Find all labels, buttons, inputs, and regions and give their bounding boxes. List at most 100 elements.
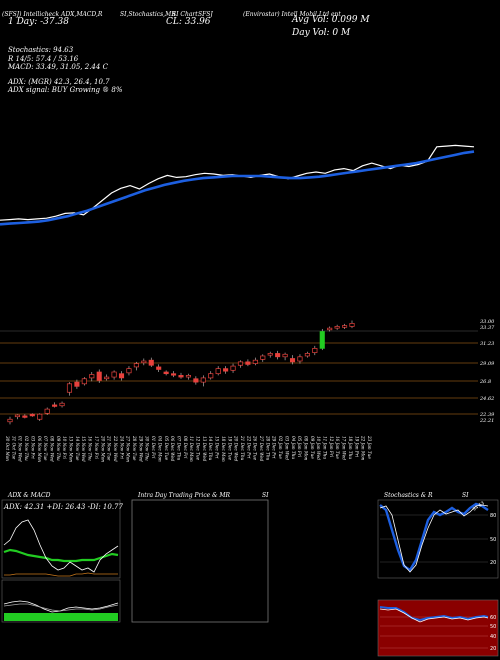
date-tick-label: 15 Nov Wed (81, 436, 86, 462)
date-tick-label: 13 Nov Mon (69, 436, 74, 462)
price-level-label: 29.09 (479, 361, 495, 367)
candle (319, 328, 325, 351)
mrsi-level-20: 20 (490, 646, 496, 652)
candle (208, 371, 214, 380)
candle (252, 357, 258, 366)
candle (59, 401, 65, 408)
date-tick-label: 16 Jan Tue (335, 436, 340, 459)
candle (171, 371, 177, 378)
candle (178, 372, 184, 379)
candle-body-up (44, 408, 50, 414)
price-level-label: 22.21 (479, 418, 494, 424)
candle-body-up (81, 378, 87, 385)
candle-body-down (223, 368, 229, 372)
candle-body-up (208, 373, 214, 379)
day-change: 1 Day: -37.38 (8, 17, 69, 27)
macd-histogram (4, 613, 118, 621)
candle-body-up (282, 353, 288, 358)
macd-readout: MACD: 33.49, 31.05, 2.44 C (8, 63, 108, 71)
candle-body-up (111, 371, 117, 378)
price-level-label: 22.39 (479, 412, 495, 418)
minus-di-line (4, 572, 118, 577)
candle (237, 360, 244, 368)
candle-body-up (334, 326, 340, 329)
stochastics-readout: Stochastics: 94.63 (8, 46, 74, 54)
date-tick-label: 17 Jan Wed (342, 436, 347, 460)
date-tick-label: 21 Dec Thu (240, 435, 245, 461)
date-tick-label: 12 Jan Fri (329, 436, 334, 458)
stoch-panel-title-suffix: SI (462, 492, 469, 499)
candle (200, 375, 206, 387)
stoch-level-20: 20 (490, 560, 496, 566)
candle (334, 324, 340, 330)
header-line1-left: (SFSJ) Intellicheck ADX,MACD,R (2, 11, 103, 18)
header-line1-mid2: SI Chart (172, 11, 198, 18)
header-line1-right: (Envirostar) Intell Mobil Ltd ent (243, 11, 341, 18)
candle-body-up (215, 368, 221, 375)
candle-body-down (163, 371, 169, 375)
candle (104, 374, 110, 381)
avg-volume: Avg Vol: 0.099 M (292, 15, 370, 25)
candle-body-down (118, 373, 125, 379)
candle (312, 345, 318, 356)
price-level-label: 31.23 (480, 341, 494, 347)
date-tick-label: 06 Dec Wed (170, 436, 175, 462)
date-tick-label: 27 Dec Wed (259, 435, 264, 462)
candle (163, 370, 169, 376)
candle (66, 382, 73, 396)
date-tick-label: 29 Dec Fri (272, 435, 277, 459)
adx-panel-title: ADX & MACD (8, 492, 51, 499)
adx-signal: ADX signal: BUY Growing ® 8% (8, 86, 123, 94)
stoch-panel-title: Stochastics & R (384, 492, 433, 499)
date-tick-label: 05 Jan Fri (297, 436, 302, 458)
date-tick-label: 15 Dec Fri (215, 436, 220, 459)
candle (267, 351, 273, 358)
candle (7, 416, 13, 425)
candle-body-down (275, 353, 281, 358)
candle-body-down (22, 415, 28, 418)
date-tick-label: 11 Dec Mon (189, 436, 194, 462)
r-readout: R 14/5: 57.4 / 53.16 (8, 55, 79, 63)
date-tick-label: 08 Dec Fri (183, 436, 188, 459)
candle-body-down (289, 358, 296, 363)
candle (275, 350, 281, 360)
date-tick-label: 10 Jan Wed (316, 436, 321, 460)
date-tick-label: 12 Dec Tue (196, 436, 201, 461)
candle-body-down (52, 404, 58, 407)
main-chart: 33.0033.3731.2329.0926.824.6222.3922.21 … (0, 144, 495, 462)
date-tick-label: 31 Oct Tue (11, 436, 16, 460)
mrsi-line-blue (379, 606, 489, 622)
date-tick-label: 14 Nov Tue (75, 436, 80, 461)
date-tick-label: 02 Jan Tue (278, 436, 283, 459)
date-axis: 30 Oct Mon 31 Oct Tue 01 Nov Wed 02 Nov Thu… (5, 435, 372, 462)
candle-body-up (260, 355, 266, 360)
candle-body-up (319, 331, 325, 349)
candle (193, 376, 199, 385)
date-tick-label: 05 Dec Tue (164, 436, 169, 461)
date-tick-label: 13 Dec Wed (202, 436, 207, 462)
candle-body-up (297, 356, 303, 362)
date-tick-label: 24 Nov Fri (119, 435, 124, 459)
date-tick-label: 07 Nov Tue (43, 436, 48, 461)
mrsi-line-white (379, 608, 489, 623)
candle-body-up (349, 323, 355, 327)
macd-signal-line (3, 603, 119, 612)
candle (37, 413, 43, 421)
candle-body-down (96, 371, 102, 381)
candle-body-up (327, 327, 333, 331)
candle (342, 323, 348, 329)
date-tick-label: 22 Jan Mon (361, 435, 366, 461)
candle-body-down (171, 373, 177, 376)
stoch-d-line (379, 504, 489, 573)
stoch-level-80: 80 (490, 513, 496, 519)
date-tick-label: 26 Dec Tue (253, 435, 258, 461)
candle-body-up (141, 360, 147, 364)
candle-body-up (342, 325, 348, 328)
date-tick-label: 19 Dec Tue (227, 436, 232, 461)
day-volume: Day Vol: 0 M (292, 28, 351, 38)
candle (22, 414, 28, 419)
price-level-label: 33.37 (480, 325, 495, 331)
date-tick-label: 30 Oct Mon (5, 436, 10, 461)
date-tick-label: 03 Jan Wed (284, 436, 289, 460)
candle-body-up (14, 414, 20, 418)
